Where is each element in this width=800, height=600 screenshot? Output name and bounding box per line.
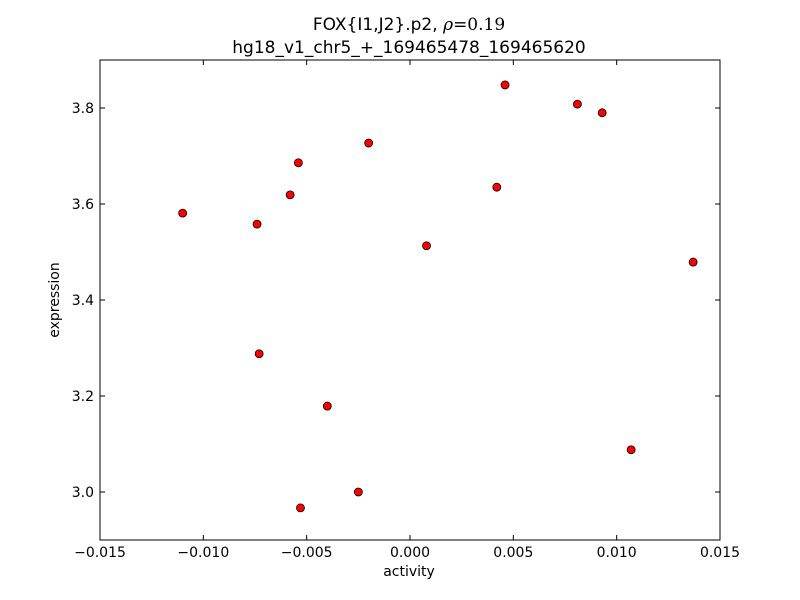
y-tick-label: 3.2 (72, 389, 94, 405)
data-point (422, 241, 431, 251)
y-axis-label: expression (47, 262, 63, 338)
data-point (285, 190, 295, 200)
x-tick-label: −0.010 (177, 545, 229, 561)
data-point (254, 349, 264, 359)
data-point (492, 182, 502, 192)
data-point (597, 108, 607, 118)
data-point (296, 503, 305, 513)
data-point (252, 219, 262, 229)
x-axis-label: activity (383, 564, 435, 580)
data-point (500, 80, 510, 90)
y-tick-label: 3.0 (72, 485, 94, 501)
y-tick-label: 3.8 (72, 101, 94, 117)
x-tick-label: 0.005 (493, 545, 533, 561)
chart-subtitle: hg18_v1_chr5_+_169465478_169465620 (232, 38, 585, 58)
y-tick-label: 3.4 (72, 293, 94, 309)
y-axis: 3.0 3.2 3.4 3.6 3.8 (72, 101, 720, 501)
chart-title: FOX{I1,J2}.p2, ρ=0.19 hg18_v1_chr5_+_169… (232, 15, 585, 58)
data-point (322, 401, 332, 411)
title-rho-value: =0.19 (453, 15, 505, 35)
title-rho-symbol: ρ (442, 15, 453, 35)
x-tick-label: 0.010 (597, 545, 637, 561)
svg-text:FOX{I1,J2}.p2, ρ=0.19: FOX{I1,J2}.p2, ρ=0.19 (313, 15, 505, 35)
x-tick-label: 0.000 (390, 545, 430, 561)
data-point (178, 208, 188, 218)
title-prefix: FOX{I1,J2}.p2, (313, 15, 443, 35)
data-point (573, 99, 582, 109)
data-point (364, 138, 374, 148)
data-point (293, 158, 303, 168)
data-point (688, 257, 698, 267)
x-tick-label: −0.005 (281, 545, 333, 561)
x-axis: −0.015 −0.010 −0.005 0.000 0.005 0.010 0.015 (74, 60, 740, 561)
y-tick-label: 3.6 (72, 197, 94, 213)
x-tick-label: −0.015 (74, 545, 126, 561)
plot-area-frame (99, 59, 721, 541)
data-point (353, 487, 363, 497)
x-tick-label: 0.015 (700, 545, 740, 561)
data-point (626, 445, 636, 455)
data-points (178, 80, 698, 513)
